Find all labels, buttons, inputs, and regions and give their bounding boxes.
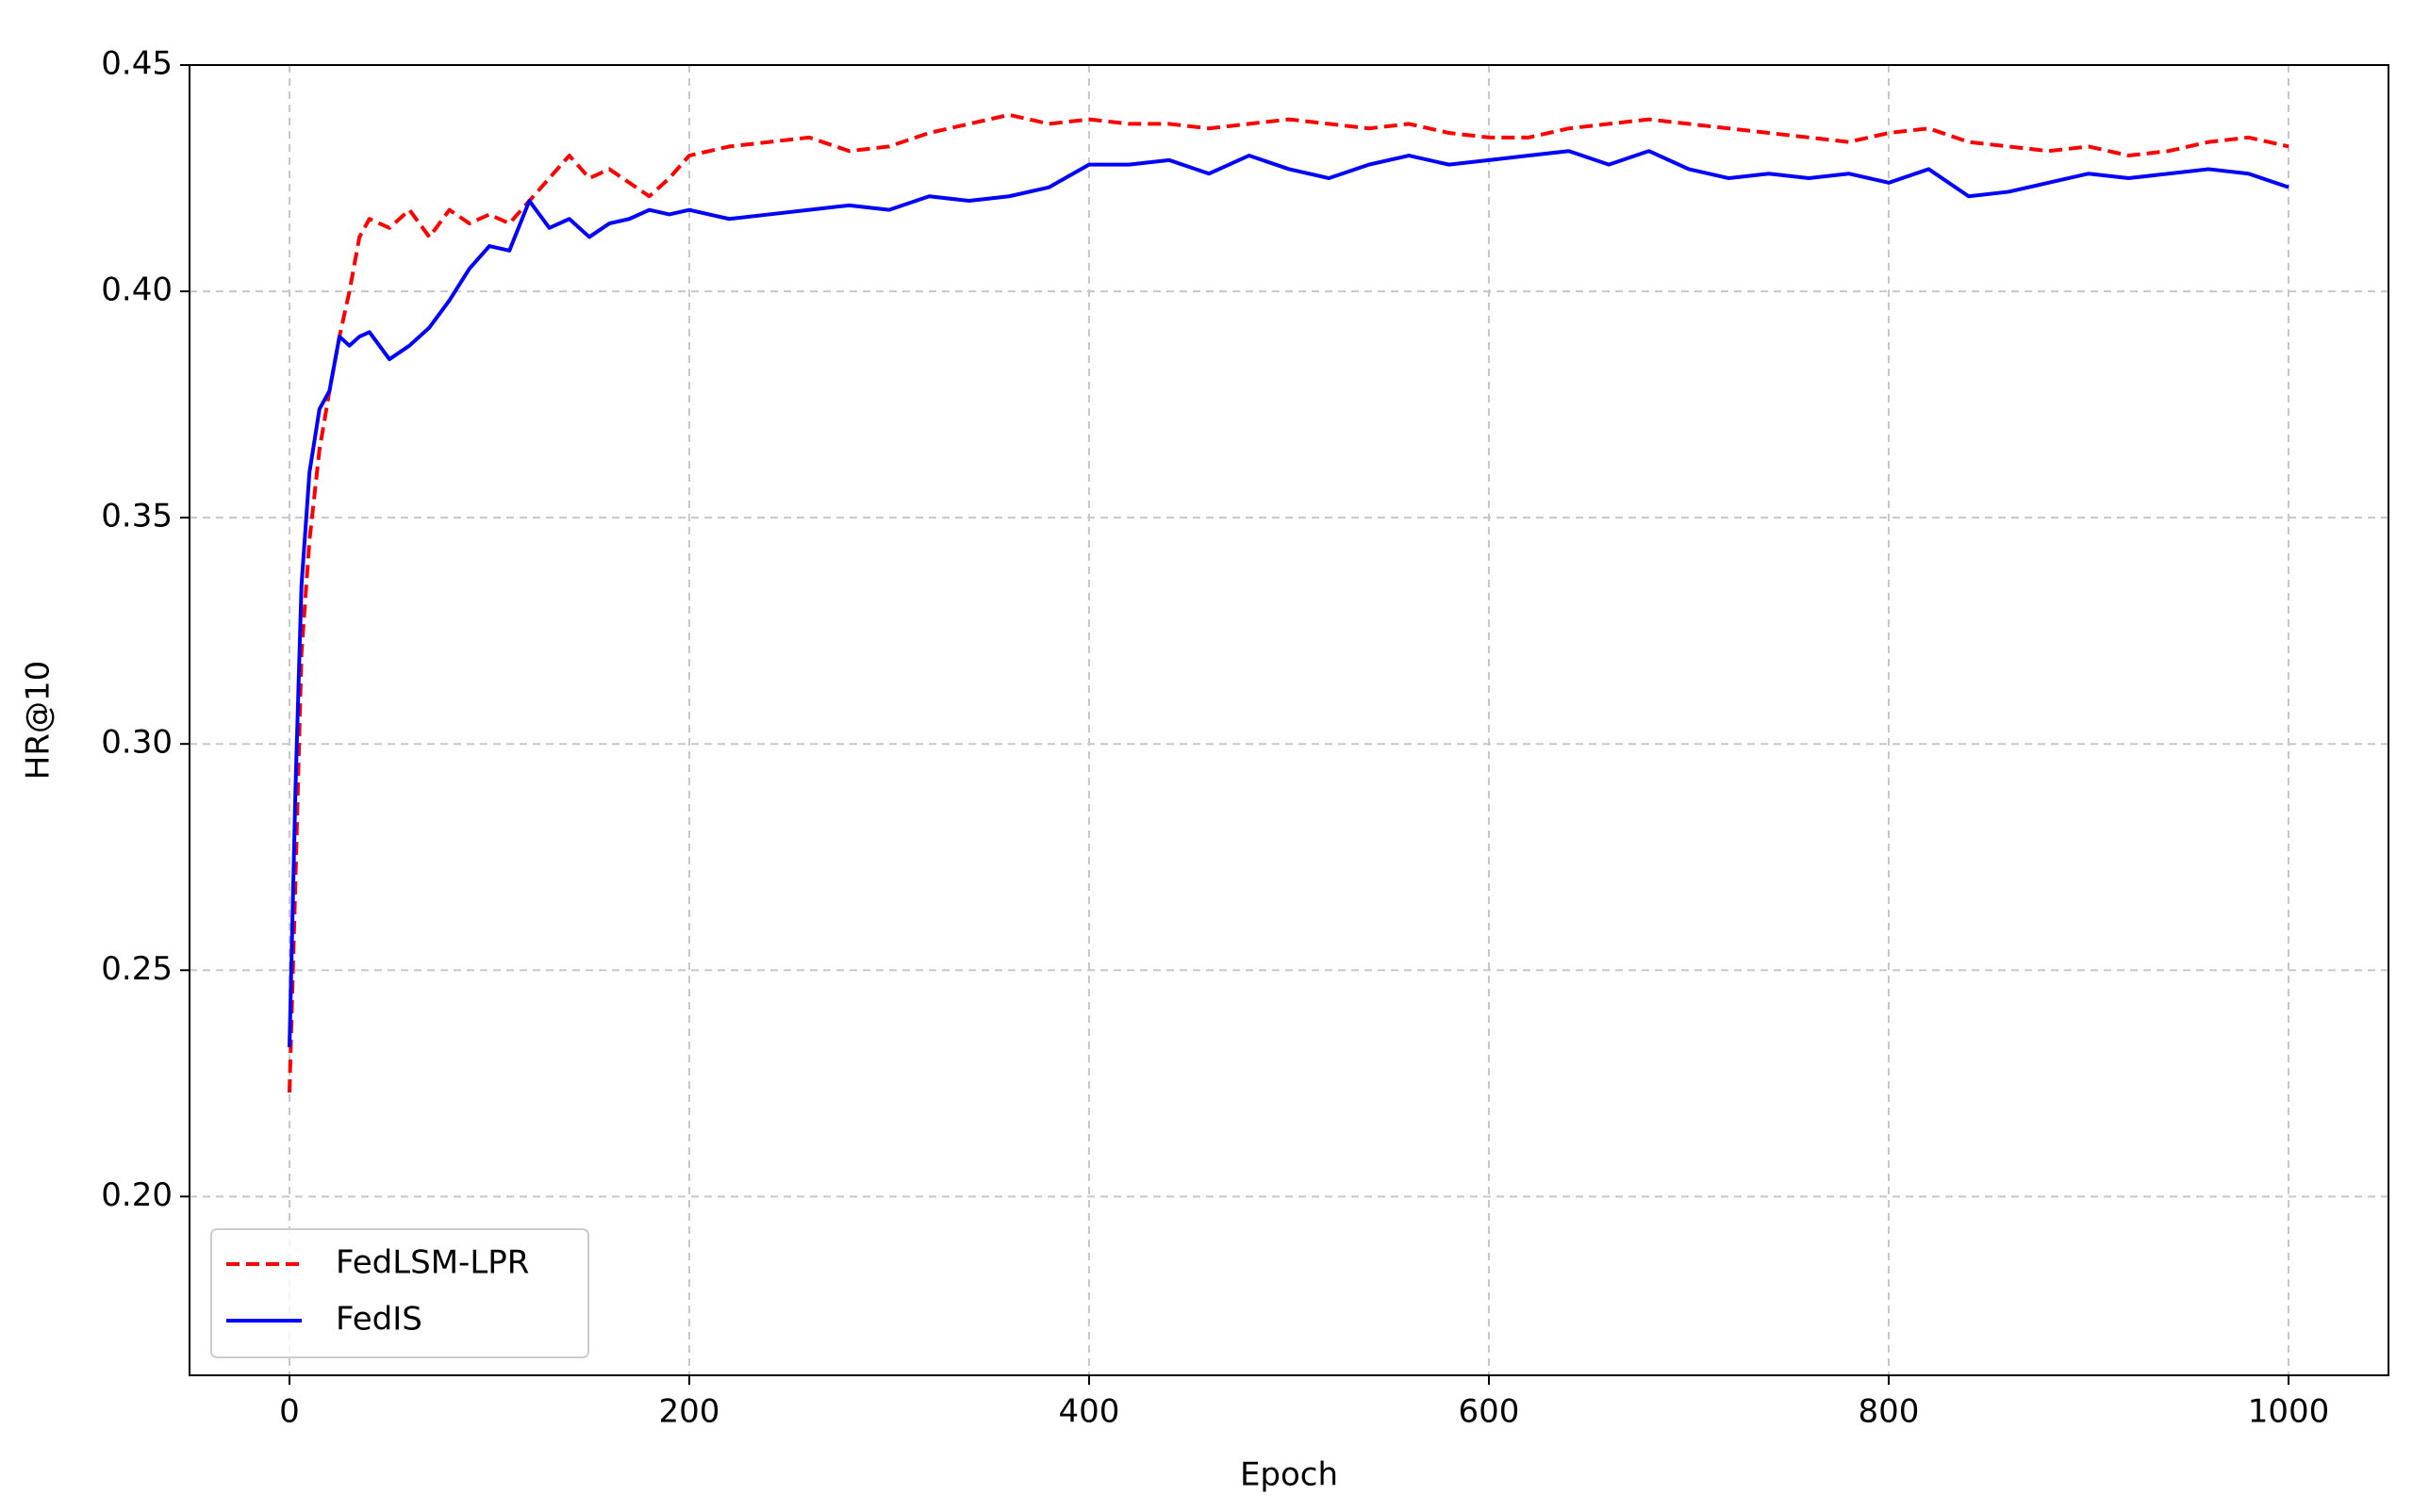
y-tick-label: 0.30 xyxy=(101,724,173,762)
series-line xyxy=(288,112,2289,1093)
y-tick-label: 0.40 xyxy=(101,271,173,309)
legend-label: FedLSM-LPR xyxy=(336,1244,529,1282)
x-tick-label: 0 xyxy=(279,1393,300,1431)
x-axis-label: Epoch xyxy=(1240,1456,1338,1494)
legend-box xyxy=(210,1228,589,1358)
y-tick-label: 0.45 xyxy=(101,45,173,83)
series-line xyxy=(288,149,2289,1047)
x-tick-label: 200 xyxy=(659,1393,720,1431)
x-tick-label: 600 xyxy=(1459,1393,1520,1431)
y-tick-label: 0.25 xyxy=(101,950,173,988)
x-tick-label: 1000 xyxy=(2248,1393,2330,1431)
y-tick-label: 0.35 xyxy=(101,498,173,535)
x-tick-label: 800 xyxy=(1859,1393,1920,1431)
x-tick-label: 400 xyxy=(1059,1393,1120,1431)
plot-frame xyxy=(189,64,2389,1376)
y-tick-label: 0.20 xyxy=(101,1176,173,1214)
y-axis-label: HR@10 xyxy=(20,661,58,780)
legend-label: FedIS xyxy=(336,1301,422,1339)
